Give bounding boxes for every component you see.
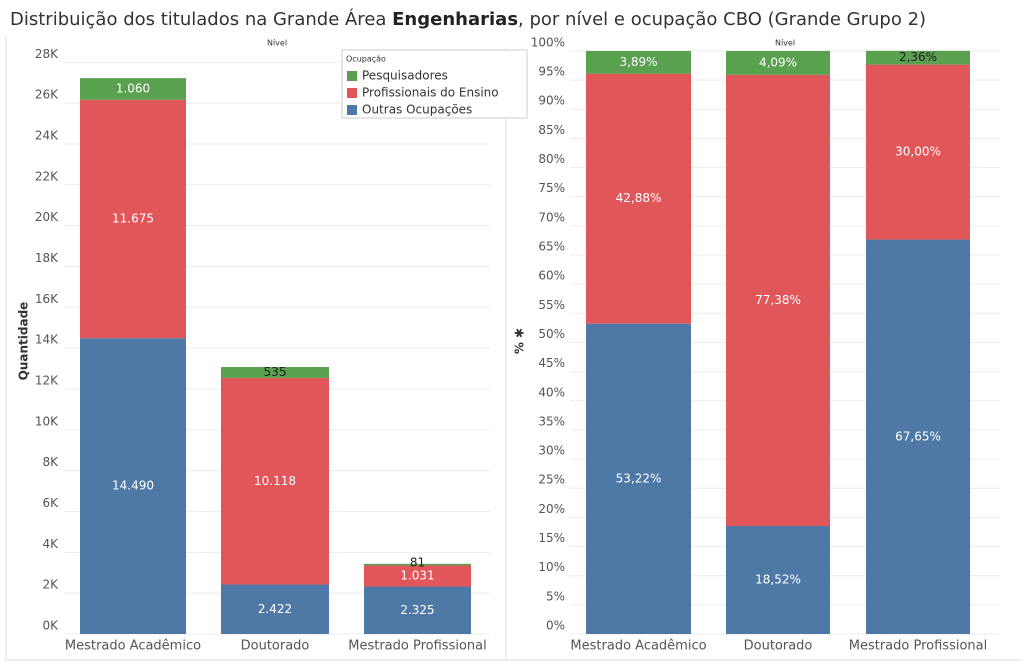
data-label: 2,36% bbox=[899, 50, 937, 64]
y-tick-label: 35% bbox=[538, 414, 565, 428]
y-tick-label: 30% bbox=[538, 444, 565, 458]
y-tick-label: 4K bbox=[42, 537, 59, 551]
y-tick-label: 50% bbox=[538, 327, 565, 341]
bar-segment bbox=[726, 74, 830, 527]
y-tick-label: 10K bbox=[35, 414, 59, 428]
y-tick-label: 100% bbox=[531, 35, 565, 49]
data-label: 535 bbox=[264, 365, 287, 379]
y-tick-label: 0K bbox=[42, 619, 59, 633]
y-tick-label: 75% bbox=[538, 181, 565, 195]
legend-label: Pesquisadores bbox=[362, 69, 448, 83]
x-tick-label: Mestrado Acadêmico bbox=[65, 639, 201, 654]
bar-segment bbox=[726, 526, 830, 634]
y-tick-label: 26K bbox=[35, 88, 59, 102]
y-tick-label: 16K bbox=[35, 292, 59, 306]
bar-segment bbox=[80, 78, 186, 100]
y-tick-label: 10% bbox=[538, 560, 565, 574]
y-tick-label: 80% bbox=[538, 152, 565, 166]
y-tick-label: 0% bbox=[546, 619, 565, 633]
y-tick-label: 24K bbox=[35, 128, 59, 142]
data-label: 53,22% bbox=[616, 471, 662, 485]
title: Distribuição dos titulados na Grande Áre… bbox=[10, 8, 926, 30]
legend: Ocupação Pesquisadores Profissionais do En… bbox=[341, 49, 528, 119]
y-tick-label: 85% bbox=[538, 123, 565, 137]
data-label: 18,52% bbox=[755, 573, 801, 587]
title-part: Distribuição dos titulados na Grande Áre… bbox=[10, 8, 392, 30]
data-label: 4,09% bbox=[759, 55, 797, 69]
bar-segment bbox=[80, 338, 186, 634]
y-tick-label: 20% bbox=[538, 502, 565, 516]
y-tick-label: 95% bbox=[538, 65, 565, 79]
y-tick-label: 6K bbox=[42, 496, 59, 510]
x-tick-label: Doutorado bbox=[241, 639, 310, 654]
x-tick-label: Doutorado bbox=[744, 639, 813, 654]
data-label: 1.031 bbox=[400, 569, 434, 583]
y-tick-label: 40% bbox=[538, 385, 565, 399]
y-axis-title: Quantidade bbox=[17, 302, 31, 381]
legend-swatch bbox=[347, 105, 357, 115]
data-label: 2.325 bbox=[400, 603, 434, 617]
y-tick-label: 15% bbox=[538, 531, 565, 545]
bar-segment bbox=[726, 50, 830, 75]
legend-label: Profissionais do Ensino bbox=[362, 86, 499, 100]
legend-swatch bbox=[347, 71, 357, 81]
data-label: 81 bbox=[410, 555, 425, 569]
x-tick-label: Mestrado Profissional bbox=[849, 639, 987, 654]
header: Nível bbox=[775, 39, 795, 48]
y-tick-label: 65% bbox=[538, 239, 565, 253]
x-tick-label: Mestrado Acadêmico bbox=[570, 639, 706, 654]
data-label: 42,88% bbox=[616, 191, 662, 205]
y-tick-label: 5% bbox=[546, 589, 565, 603]
legend-swatch bbox=[347, 88, 357, 98]
y-tick-label: 22K bbox=[35, 169, 59, 183]
y-tick-label: 28K bbox=[35, 47, 59, 61]
y-tick-label: 18K bbox=[35, 251, 59, 265]
data-label: 11.675 bbox=[112, 211, 154, 225]
data-label: 3,89% bbox=[619, 55, 657, 69]
y-tick-label: 60% bbox=[538, 269, 565, 283]
legend-label: Outras Ocupações bbox=[362, 103, 472, 117]
title-bold: Engenharias bbox=[392, 9, 518, 30]
bar-segment bbox=[586, 323, 691, 634]
bar-segment bbox=[866, 239, 970, 635]
y-tick-label: 2K bbox=[42, 578, 59, 592]
y-tick-label: 25% bbox=[538, 473, 565, 487]
data-label: 30,00% bbox=[895, 145, 941, 159]
data-label: 14.490 bbox=[112, 479, 154, 493]
bar-segment bbox=[364, 586, 471, 634]
data-label: 67,65% bbox=[895, 429, 941, 443]
bar-segment bbox=[221, 377, 329, 585]
y-tick-label: 12K bbox=[35, 373, 59, 387]
bar-segment bbox=[80, 99, 186, 339]
header: Nível bbox=[267, 39, 287, 48]
data-label: 10.118 bbox=[254, 474, 296, 488]
bar-segment bbox=[364, 563, 471, 566]
bar-segment bbox=[221, 367, 329, 378]
data-label: 77,38% bbox=[755, 293, 801, 307]
y-tick-label: 20K bbox=[35, 210, 59, 224]
y-tick-label: 70% bbox=[538, 210, 565, 224]
bar-segment bbox=[866, 50, 970, 65]
y-tick-label: 8K bbox=[42, 455, 59, 469]
bar-segment bbox=[586, 50, 691, 74]
x-tick-label: Mestrado Profissional bbox=[348, 639, 486, 654]
bar-segment bbox=[866, 64, 970, 240]
bar-segment bbox=[221, 584, 329, 634]
legend-box bbox=[341, 49, 528, 119]
y-tick-label: 45% bbox=[538, 356, 565, 370]
y-tick-label: 14K bbox=[35, 333, 59, 347]
y-tick-label: 55% bbox=[538, 298, 565, 312]
bar-segment bbox=[586, 73, 691, 324]
data-label: 2.422 bbox=[258, 602, 292, 616]
title-part: , por nível e ocupação CBO (Grande Grupo… bbox=[518, 9, 926, 30]
y-axis-title: % ✱ bbox=[513, 328, 527, 354]
data-label: 1.060 bbox=[116, 81, 150, 95]
legend-title: Ocupação bbox=[346, 55, 386, 64]
bar-segment bbox=[364, 565, 471, 587]
y-tick-label: 90% bbox=[538, 94, 565, 108]
